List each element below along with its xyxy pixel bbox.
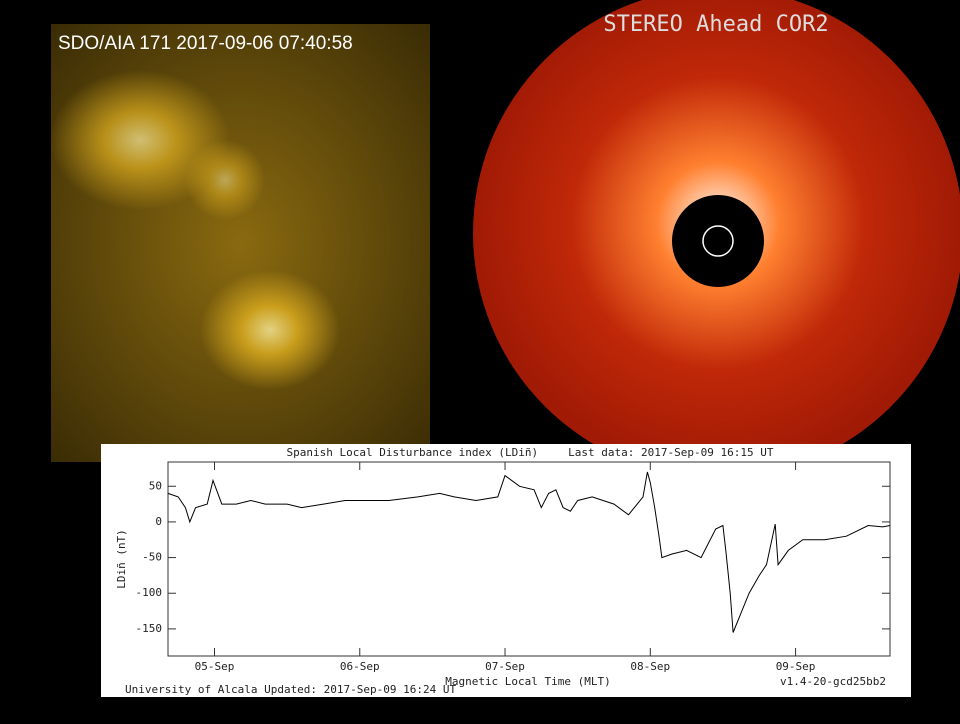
data-line [167,471,891,633]
y-tick-label: -50 [142,551,162,564]
x-tick-label: 09-Sep [776,660,816,673]
plot-frame [167,461,891,657]
x-tick-label: 06-Sep [340,660,380,673]
footer: University of Alcala Updated: 2017-Sep-0… [125,683,457,696]
stereo-label: STEREO Ahead COR2 [603,12,828,37]
stereo-image [473,0,960,478]
y-tick-label: -150 [136,622,163,635]
x-tick-label: 07-Sep [485,660,525,673]
y-tick-label: 0 [155,515,162,528]
sdo-image [50,24,430,462]
x-tick-label: 05-Sep [195,660,235,673]
x-axis-label: Magnetic Local Time (MLT) [445,675,611,688]
version: v1.4-20-gcd25bb2 [780,675,886,688]
subtitle: Last data: 2017-Sep-09 16:15 UT [568,446,774,459]
x-tick-label: 08-Sep [630,660,670,673]
y-axis-label: LDiñ (nT) [115,529,128,589]
y-tick-label: -100 [136,586,163,599]
chart-title: Spanish Local Disturbance index (LDiñ) La… [287,446,774,459]
y-tick-label: 50 [149,479,162,492]
title: Spanish Local Disturbance index (LDiñ) [287,446,539,459]
chart-panel [101,444,911,697]
sdo-label: SDO/AIA 171 2017-09-06 07:40:58 [58,33,353,54]
